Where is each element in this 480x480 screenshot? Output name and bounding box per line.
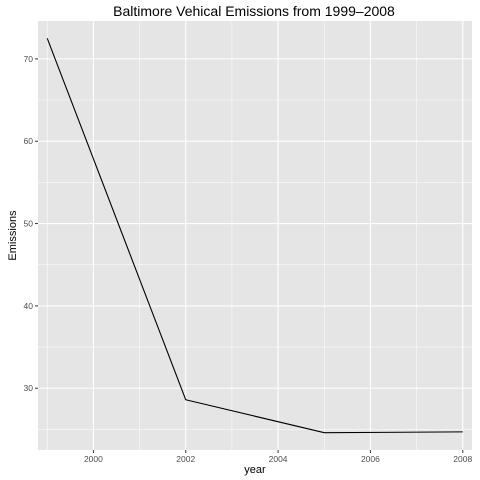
y-tick-label: 60 [24,136,34,146]
y-tick-label: 30 [24,383,34,393]
x-tick-label: 2000 [84,454,103,464]
x-tick-label: 2004 [269,454,288,464]
y-axis-title: Emissions [7,210,19,261]
y-tick-label: 40 [24,301,34,311]
y-axis: 30 40 50 60 70 [24,54,38,393]
x-axis: 2000 2002 2004 2006 2008 [84,450,472,464]
minor-gridlines [38,21,472,450]
x-axis-title: year [244,464,266,476]
series-layer [46,38,463,434]
y-tick-label: 50 [24,219,34,229]
chart-title: Baltimore Vehical Emissions from 1999–20… [113,3,395,19]
y-tick-label: 70 [24,54,34,64]
plot-panel [38,21,472,450]
x-tick-label: 2002 [176,454,195,464]
x-tick-label: 2006 [361,454,380,464]
x-tick-label: 2008 [453,454,472,464]
series-line [46,38,463,434]
major-gridlines [38,21,472,450]
